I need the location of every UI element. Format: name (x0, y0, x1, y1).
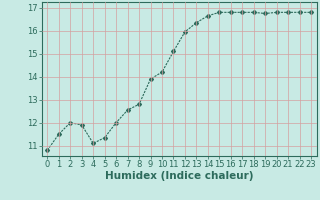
X-axis label: Humidex (Indice chaleur): Humidex (Indice chaleur) (105, 171, 253, 181)
